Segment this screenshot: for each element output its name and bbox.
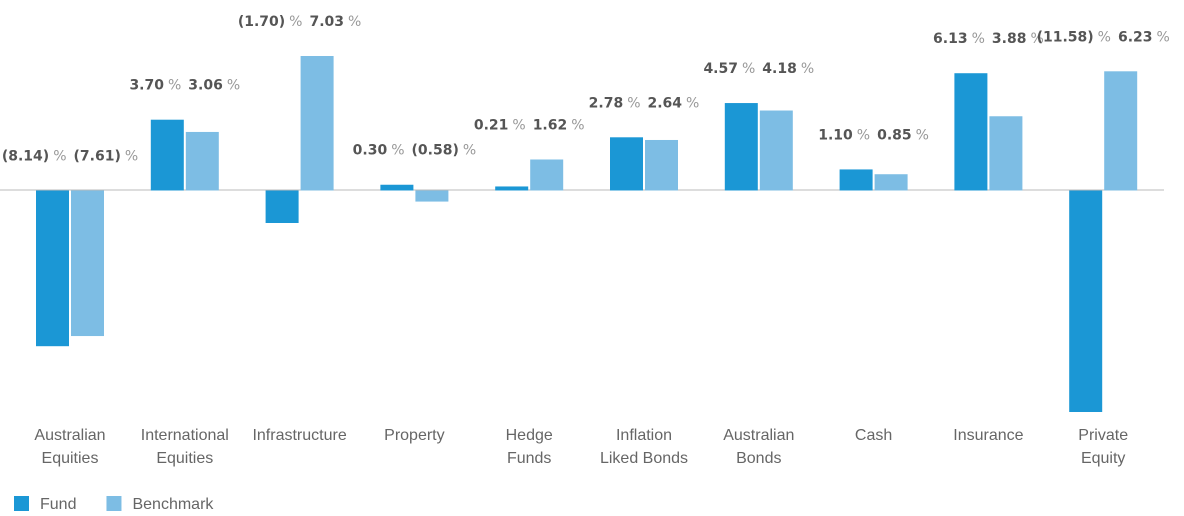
x-tick-label: Inflation: [616, 427, 672, 444]
bar: [150, 119, 184, 191]
bar: [380, 184, 414, 191]
legend-swatch: [14, 496, 29, 511]
value-label: (8.14)% (7.61)%: [2, 148, 138, 164]
x-tick-label: International: [141, 427, 229, 444]
value-unit: %: [627, 95, 640, 111]
x-tick-label: Bonds: [736, 450, 781, 467]
value-number: 1.10: [818, 127, 853, 143]
x-tick-label: Funds: [507, 450, 551, 467]
value-unit: %: [742, 61, 755, 77]
legend-swatch: [106, 496, 122, 511]
bar: [71, 190, 104, 337]
x-tick-label: Infrastructure: [252, 427, 346, 444]
bar: [1104, 71, 1138, 191]
x-tick-label: Equity: [1081, 450, 1125, 467]
x-tick-label: Equities: [156, 450, 213, 467]
value-number: 3.70: [129, 78, 164, 94]
bar: [36, 190, 69, 347]
x-tick-label: Australian: [723, 427, 794, 444]
value-number: (8.14): [2, 148, 49, 164]
value-unit: %: [289, 14, 302, 30]
value-label: 0.21% 1.62%: [474, 117, 585, 133]
bar: [415, 190, 449, 202]
bar: [300, 56, 334, 191]
value-number: (0.58): [412, 143, 459, 159]
x-tick-label: Property: [384, 427, 444, 444]
bar: [530, 159, 564, 191]
x-tick-label: Private: [1078, 427, 1128, 444]
value-unit: %: [857, 127, 870, 143]
bar: [265, 190, 299, 224]
bar: [185, 131, 219, 191]
value-unit: %: [1030, 31, 1043, 47]
value-number: (1.70): [238, 14, 285, 30]
value-number: 0.21: [474, 117, 509, 133]
value-label: (11.58)% 6.23%: [1037, 29, 1170, 45]
bar: [989, 116, 1023, 191]
value-label: 2.78% 2.64%: [589, 95, 700, 111]
value-unit: %: [168, 78, 181, 94]
value-unit: %: [227, 78, 240, 94]
value-label: 6.13% 3.88%: [933, 31, 1044, 47]
value-number: (11.58): [1037, 29, 1094, 45]
value-unit: %: [512, 117, 525, 133]
value-unit: %: [801, 61, 814, 77]
bar: [645, 139, 678, 191]
x-tick-label: Australian: [34, 427, 105, 444]
bar: [759, 110, 793, 191]
value-number: 0.85: [877, 127, 912, 143]
value-unit: %: [53, 148, 66, 164]
x-tick-label: Cash: [855, 427, 892, 444]
value-unit: %: [1157, 29, 1170, 45]
value-unit: %: [686, 95, 699, 111]
value-number: 7.03: [309, 14, 344, 30]
x-tick-label: Hedge: [506, 427, 553, 444]
value-number: 6.13: [933, 31, 968, 47]
value-number: 0.30: [353, 143, 388, 159]
legend-label: Fund: [40, 496, 76, 513]
value-unit: %: [1098, 29, 1111, 45]
bar: [874, 174, 908, 191]
x-tick-label: Equities: [42, 450, 99, 467]
bar: [495, 186, 529, 191]
value-number: (7.61): [74, 148, 121, 164]
bar: [839, 169, 873, 191]
value-unit: %: [463, 143, 476, 159]
value-unit: %: [972, 31, 985, 47]
value-label: 0.30% (0.58)%: [353, 143, 477, 159]
value-label: 3.70% 3.06%: [129, 78, 240, 94]
value-number: 4.57: [703, 61, 738, 77]
value-unit: %: [916, 127, 929, 143]
bar: [610, 137, 643, 191]
value-number: 2.64: [648, 95, 683, 111]
x-tick-label: Liked Bonds: [600, 450, 688, 467]
bar: [1069, 190, 1103, 412]
value-unit: %: [125, 148, 138, 164]
value-label: (1.70)% 7.03%: [238, 14, 362, 30]
value-number: 1.62: [533, 117, 568, 133]
value-number: 3.88: [992, 31, 1027, 47]
bar: [724, 103, 758, 191]
value-number: 2.78: [589, 95, 624, 111]
value-number: 6.23: [1118, 29, 1153, 45]
value-number: 3.06: [188, 78, 223, 94]
value-label: 1.10% 0.85%: [818, 127, 929, 143]
value-label: 4.57% 4.18%: [703, 61, 814, 77]
value-unit: %: [348, 14, 361, 30]
value-unit: %: [391, 143, 404, 159]
x-tick-label: Insurance: [953, 427, 1023, 444]
bar: [954, 73, 988, 191]
value-number: 4.18: [762, 61, 797, 77]
value-unit: %: [571, 117, 584, 133]
legend-label: Benchmark: [132, 496, 214, 513]
